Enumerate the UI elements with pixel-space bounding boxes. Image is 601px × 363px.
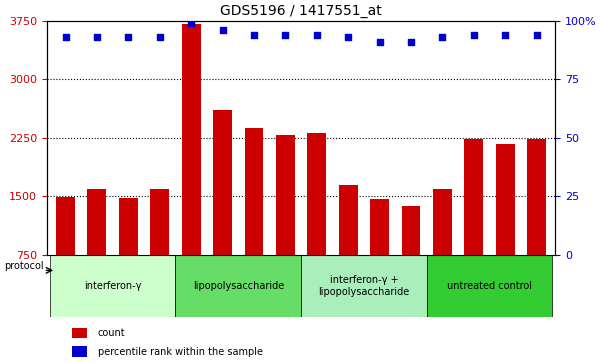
Bar [150,189,169,313]
Bar [307,133,326,313]
Text: interferon-γ +
lipopolysaccharide: interferon-γ + lipopolysaccharide [319,275,409,297]
Point [438,34,447,40]
Text: protocol: protocol [4,261,43,271]
Bar [370,199,389,313]
Text: interferon-γ: interferon-γ [84,281,141,291]
Bar [301,255,427,317]
Bar [56,197,75,313]
Bar [276,135,295,313]
Point [92,34,102,40]
Bar [88,189,106,313]
Point [218,27,227,33]
Bar [496,144,514,313]
Bar [401,205,421,313]
Point [61,34,70,40]
Bar [465,139,483,313]
Bar [527,139,546,313]
Bar [119,198,138,313]
Point [469,32,478,37]
Bar [433,189,452,313]
Text: count: count [97,328,125,338]
Bar [72,346,87,357]
Text: percentile rank within the sample: percentile rank within the sample [97,347,263,356]
Point [343,34,353,40]
Point [375,39,385,45]
Point [249,32,259,37]
Bar [245,127,263,313]
Point [186,20,196,26]
Bar [175,255,301,317]
Point [281,32,290,37]
Point [155,34,165,40]
Point [406,39,416,45]
Text: untreated control: untreated control [447,281,532,291]
Point [532,32,542,37]
Title: GDS5196 / 1417551_at: GDS5196 / 1417551_at [220,4,382,18]
Text: lipopolysaccharide: lipopolysaccharide [193,281,284,291]
Bar [50,255,175,317]
Point [312,32,322,37]
Point [124,34,133,40]
Bar [72,328,87,338]
Bar [213,110,232,313]
Bar [339,185,358,313]
Bar [427,255,552,317]
Point [501,32,510,37]
Bar [182,24,201,313]
